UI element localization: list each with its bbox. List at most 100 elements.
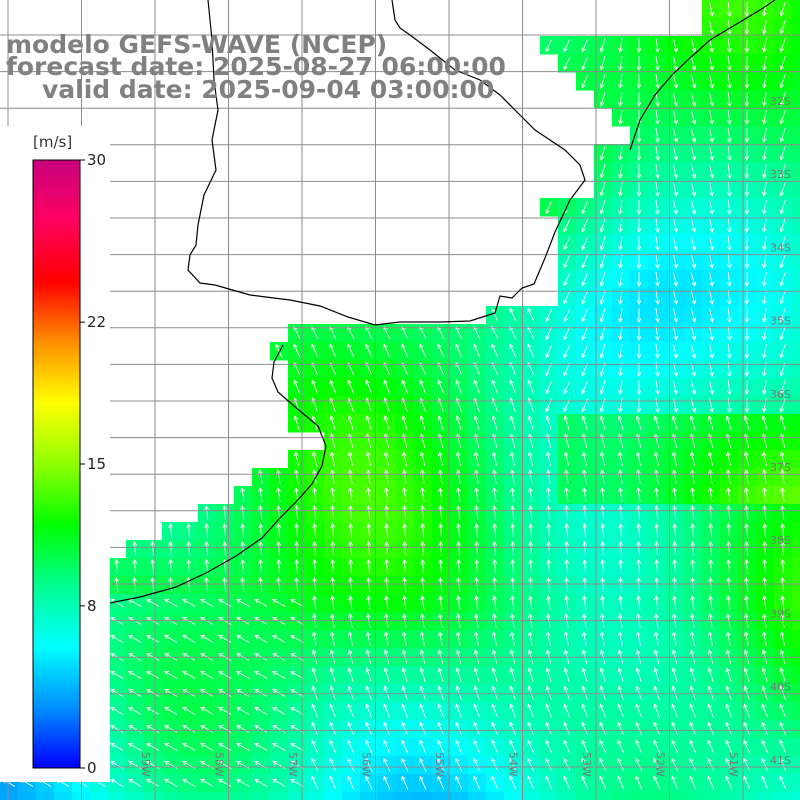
wind-arrow (617, 739, 625, 754)
wind-arrow (546, 487, 551, 502)
wind-arrow (545, 685, 552, 700)
wind-arrow (744, 325, 750, 341)
latitude-label: 37S (770, 461, 791, 474)
wind-arrow (366, 577, 371, 593)
wind-arrow (564, 595, 569, 610)
wind-arrow (182, 725, 196, 733)
wind-arrow (236, 599, 250, 607)
wind-arrow (473, 451, 479, 466)
wind-arrow (182, 689, 196, 697)
wind-arrow (581, 254, 589, 269)
wind-arrow (780, 505, 785, 521)
wind-arrow (672, 308, 679, 323)
wind-arrow (563, 344, 571, 359)
wind-speed-cell (792, 684, 800, 703)
wind-arrow (582, 595, 587, 610)
wind-arrow (347, 433, 354, 448)
wind-arrow (600, 595, 605, 610)
colorbar-tick-label: 15 (87, 455, 107, 473)
wind-arrow (707, 739, 715, 754)
wind-arrow (762, 254, 767, 269)
wind-arrow (491, 739, 499, 754)
wind-arrow (311, 757, 319, 772)
wind-arrow (655, 38, 660, 53)
wind-arrow (545, 380, 553, 395)
wind-arrow (727, 271, 732, 287)
wind-arrow (727, 253, 732, 269)
wind-speed-cell (792, 576, 800, 595)
wind-arrow (456, 523, 461, 539)
wind-arrow (366, 469, 371, 484)
wind-arrow (761, 775, 769, 790)
wind-arrow (182, 671, 196, 679)
wind-arrow (655, 74, 660, 89)
wind-arrow (707, 775, 715, 790)
wind-arrow (780, 595, 785, 610)
wind-speed-cell (792, 342, 800, 361)
wind-arrow (779, 380, 786, 395)
wind-arrow (636, 218, 642, 233)
wind-arrow (473, 415, 480, 430)
wind-arrow (491, 379, 499, 394)
wind-arrow (744, 253, 750, 269)
wind-arrow (599, 451, 605, 466)
wind-arrow (707, 703, 715, 718)
wind-speed-cell (792, 90, 800, 109)
wind-arrow (762, 469, 767, 484)
wind-arrow (528, 577, 533, 593)
wind-arrow (527, 739, 535, 754)
wind-speed-cell (630, 792, 649, 800)
wind-arrow (618, 146, 623, 161)
wind-arrow (762, 290, 767, 305)
wind-arrow (182, 743, 196, 751)
wind-arrow (455, 415, 462, 430)
wind-arrow (527, 685, 534, 700)
wind-arrow (545, 415, 552, 430)
wind-arrow (563, 631, 569, 646)
wind-arrow (727, 379, 732, 395)
wind-arrow (473, 379, 481, 394)
model-title: modelo GEFS-WAVE (NCEP) (6, 30, 388, 59)
wind-arrow (527, 433, 534, 448)
wind-arrow (294, 577, 299, 593)
wind-speed-cell (792, 378, 800, 397)
wind-arrow (709, 110, 715, 125)
wind-arrow (254, 599, 268, 607)
wind-arrow (240, 487, 245, 502)
wind-arrow (599, 182, 606, 197)
forecast-date: forecast date: 2025-08-27 06:00:00 (6, 52, 506, 81)
wind-arrow (455, 667, 462, 682)
wind-arrow (599, 146, 606, 161)
wind-arrow (509, 757, 517, 772)
wind-arrow (564, 577, 569, 593)
wind-arrow (330, 487, 335, 502)
wind-arrow (491, 451, 497, 466)
wind-arrow (725, 739, 733, 754)
wind-arrow (254, 725, 268, 733)
wind-arrow (690, 487, 695, 502)
wind-arrow (744, 505, 749, 521)
wind-arrow (690, 380, 697, 395)
coastline (187, 0, 586, 326)
wind-arrow (527, 667, 534, 682)
wind-arrow (743, 775, 751, 790)
wind-arrow (473, 703, 481, 718)
wind-arrow (420, 505, 425, 521)
wind-arrow (348, 523, 353, 539)
wind-arrow (655, 182, 660, 197)
wind-arrow (672, 218, 679, 233)
wind-arrow (779, 703, 787, 718)
wind-arrow (563, 703, 571, 718)
wind-arrow (236, 725, 250, 733)
wind-arrow (311, 667, 318, 682)
wind-arrow (671, 775, 679, 790)
wind-arrow (762, 92, 767, 107)
wind-arrow (527, 721, 535, 736)
wind-arrow (671, 703, 679, 718)
wind-arrow (420, 487, 425, 502)
wind-arrow (762, 344, 767, 359)
wind-arrow (761, 685, 768, 700)
wind-arrow (218, 743, 232, 751)
wind-arrow (383, 721, 391, 736)
wind-speed-cell (792, 324, 800, 343)
